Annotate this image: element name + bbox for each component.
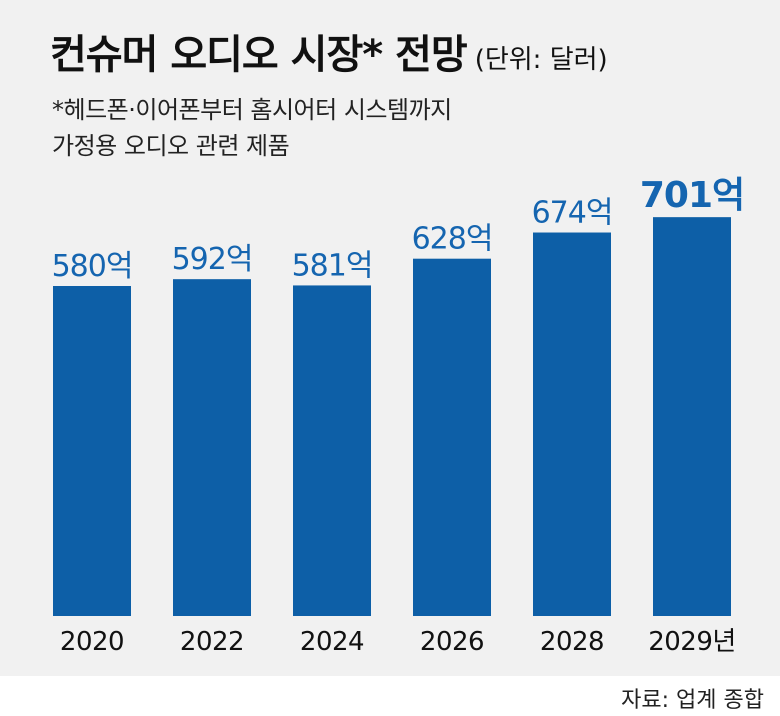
x-tick-label-2024: 2024: [300, 627, 364, 657]
source-note: 자료: 업계 종합: [621, 688, 764, 713]
value-label-2026: 628억: [412, 222, 493, 257]
bar-2029년: [653, 217, 731, 617]
bar-2026: [413, 258, 491, 616]
title-row: 컨슈머 오디오 시장* 전망 (단위: 달러): [50, 22, 608, 80]
footnote: *헤드폰·이어폰부터 홈시어터 시스템까지 가정용 오디오 관련 제품: [52, 96, 452, 160]
x-tick-label-2026: 2026: [420, 627, 484, 657]
bar-2022: [173, 279, 251, 616]
bar-chart: 580억 2020 592억 2022 581억 2024 628억 2026 674억 2028…: [52, 175, 746, 657]
bar-2020: [53, 286, 131, 616]
bar-2024: [293, 285, 371, 616]
value-label-2024: 581억: [292, 248, 373, 283]
chart-panel: 컨슈머 오디오 시장* 전망 (단위: 달러) *헤드폰·이어폰부터 홈시어터 시…: [0, 0, 780, 676]
value-label-2020: 580억: [52, 249, 133, 284]
value-label-2022: 592억: [172, 242, 253, 277]
x-tick-label-2020: 2020: [60, 627, 124, 657]
unit-label: (단위: 달러): [474, 45, 608, 75]
chart-title: 컨슈머 오디오 시장* 전망: [50, 32, 468, 78]
value-label-2029년: 701억: [640, 175, 744, 216]
x-tick-label-2029년: 2029년: [648, 627, 736, 657]
value-label-2028: 674억: [532, 196, 613, 231]
x-tick-label-2028: 2028: [540, 627, 604, 657]
x-tick-label-2022: 2022: [180, 627, 244, 657]
bar-2028: [533, 232, 611, 616]
